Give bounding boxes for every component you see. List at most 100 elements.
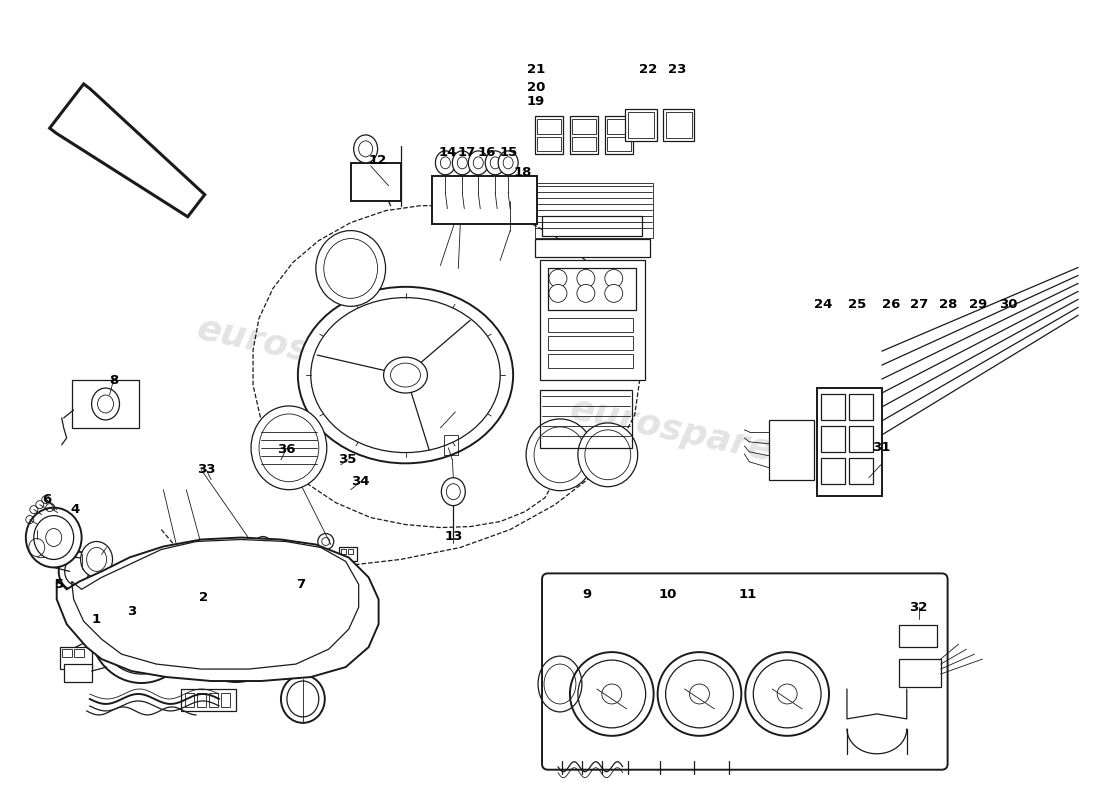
Ellipse shape [58,551,95,591]
Bar [607,119,630,134]
Text: 30: 30 [999,298,1018,311]
Bar [537,137,561,151]
Bar [570,116,597,154]
Text: 21: 21 [527,62,546,76]
Text: 36: 36 [277,443,295,456]
Bar [444,435,459,455]
Bar [821,458,845,484]
Bar [548,318,632,332]
Bar [535,182,652,238]
Ellipse shape [286,591,355,663]
Text: 24: 24 [814,298,833,311]
Text: 16: 16 [478,146,496,159]
Text: 25: 25 [848,298,866,311]
Text: 22: 22 [638,62,657,76]
Ellipse shape [322,538,330,546]
Bar [548,269,636,310]
Ellipse shape [469,151,488,174]
Text: 13: 13 [444,530,462,543]
Text: 35: 35 [339,454,356,466]
Bar [628,112,653,138]
Bar [535,238,650,257]
Ellipse shape [25,508,81,567]
Bar [540,390,631,448]
Bar [548,336,632,350]
Bar [62,649,72,657]
Ellipse shape [384,357,428,393]
Text: 23: 23 [669,62,686,76]
Text: 6: 6 [42,493,52,506]
Ellipse shape [251,406,327,490]
Bar [72,380,140,428]
Bar [548,354,632,368]
Text: 3: 3 [126,605,136,618]
Bar [625,109,657,141]
Bar [351,163,400,201]
Bar [849,458,873,484]
Bar [540,261,645,380]
Bar [572,137,596,151]
Bar [817,388,882,496]
Bar [59,647,91,669]
Text: 14: 14 [438,146,456,159]
Text: 7: 7 [296,578,306,591]
Ellipse shape [441,478,465,506]
Bar [849,426,873,452]
Text: 26: 26 [881,298,900,311]
Bar [182,689,236,711]
Ellipse shape [298,287,513,463]
Text: 9: 9 [582,588,592,601]
Bar [537,119,561,134]
Text: 32: 32 [910,601,928,614]
Text: 20: 20 [527,81,546,94]
Bar [64,664,91,682]
Text: 12: 12 [368,154,387,167]
Text: eurospares: eurospares [194,312,425,393]
Text: 15: 15 [500,146,518,159]
Text: 11: 11 [738,588,757,601]
Bar [341,550,345,554]
Bar [432,176,537,224]
Ellipse shape [280,675,324,723]
Polygon shape [57,538,378,681]
Ellipse shape [452,151,472,174]
Ellipse shape [576,270,595,287]
Text: 2: 2 [199,591,208,604]
Bar [769,420,814,480]
Bar [572,119,596,134]
Bar [339,547,356,562]
Ellipse shape [576,285,595,302]
Ellipse shape [182,566,290,682]
Text: 1: 1 [92,613,101,626]
Ellipse shape [354,135,377,163]
Text: 19: 19 [527,94,546,107]
Bar [605,116,632,154]
Ellipse shape [605,285,623,302]
Bar [535,116,563,154]
Text: 29: 29 [969,298,988,311]
Bar [899,626,937,647]
Bar [821,394,845,420]
Ellipse shape [89,571,194,683]
Bar [662,109,694,141]
Text: eurospares: eurospares [566,391,796,472]
Bar [221,693,230,707]
Ellipse shape [80,542,112,578]
Text: 34: 34 [351,475,370,488]
Bar [821,426,845,452]
Ellipse shape [91,388,120,420]
Polygon shape [50,84,205,217]
Text: 31: 31 [871,442,890,454]
Text: 28: 28 [939,298,958,311]
Ellipse shape [498,151,518,174]
Bar [849,394,873,420]
Text: 10: 10 [659,588,676,601]
Ellipse shape [258,541,267,549]
Text: 8: 8 [109,374,118,386]
Text: 4: 4 [70,503,79,516]
Ellipse shape [549,285,566,302]
Text: 17: 17 [458,146,475,159]
Bar [666,112,692,138]
Bar [348,550,353,554]
Ellipse shape [578,423,638,486]
